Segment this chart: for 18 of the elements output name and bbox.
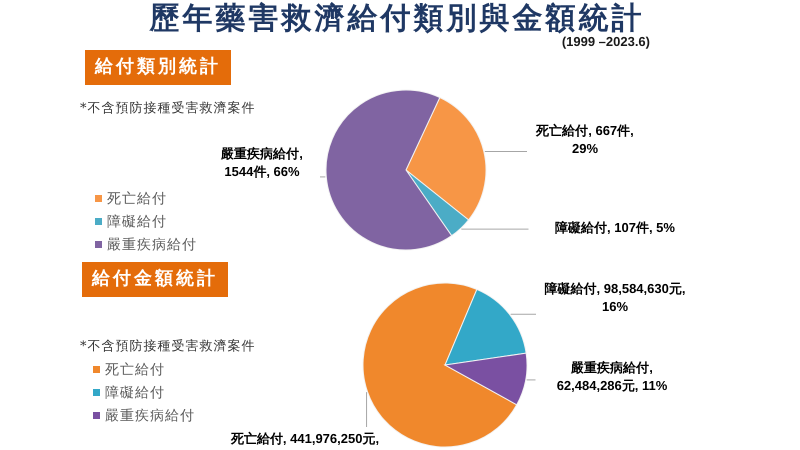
data-label: 障礙給付, 98,584,630元, 16% [544,281,686,314]
data-label: 死亡給付, 667件, 29% [536,123,634,156]
text: *不含預防接種受害救濟案件 [80,339,256,354]
legend-label: 障礙給付 [105,384,165,402]
data-label: 嚴重疾病給付, 1544件, 66% [221,146,303,179]
legend-label: 障礙給付 [107,212,167,230]
text: 給付類別統計 [95,56,221,77]
data-label: 障礙給付, 107件, 5% [555,220,675,235]
chart-subtitle: (1999 –2023.6) [562,34,650,49]
data-label: 嚴重疾病給付, 62,484,286元, 11% [556,360,668,393]
legend-label: 嚴重疾病給付 [107,236,197,254]
text: *不含預防接種受害救濟案件 [80,101,256,116]
legend-label: 死亡給付 [107,190,167,208]
data-label: 死亡給付, 441,976,250元, [230,431,380,446]
chart-title: 給付金額統計 [92,268,218,289]
chart-title: 歷年藥害救濟給付類別與金額統計 [150,1,644,36]
legend-label: 死亡給付 [105,360,165,378]
legend-label: 嚴重疾病給付 [105,406,195,424]
